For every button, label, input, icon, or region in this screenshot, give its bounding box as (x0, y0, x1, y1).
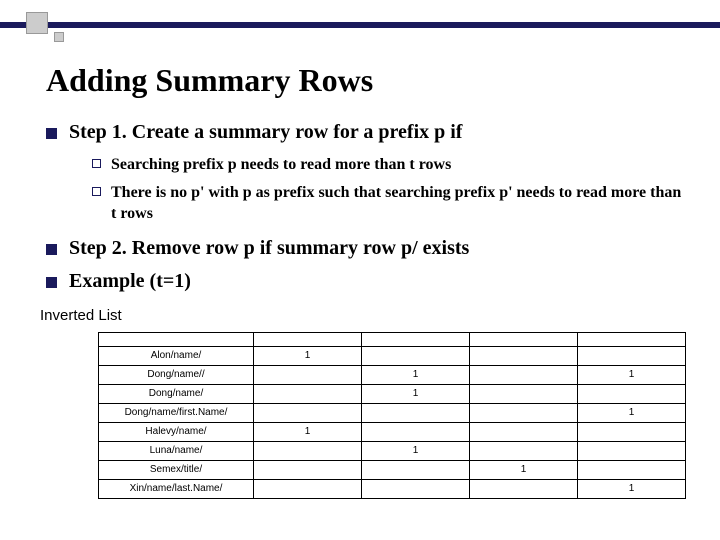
table-cell (254, 403, 362, 422)
decor-square-small (54, 32, 64, 42)
table-header-cell (470, 332, 578, 346)
bullet-text: Example (t=1) (69, 270, 191, 293)
row-label: Alon/name/ (99, 346, 254, 365)
table-cell: 1 (362, 384, 470, 403)
row-label: Xin/name/last.Name/ (99, 479, 254, 498)
table-row: Dong/name// 1 1 (99, 365, 686, 384)
table-cell (470, 365, 578, 384)
table-cell: 1 (254, 422, 362, 441)
table-cell (254, 384, 362, 403)
table-cell: 1 (362, 365, 470, 384)
bullet-marker-hollow (92, 159, 101, 168)
table-cell: 1 (362, 441, 470, 460)
table-cell (470, 422, 578, 441)
row-label: Dong/name// (99, 365, 254, 384)
table-row: Alon/name/1 (99, 346, 686, 365)
table-cell (254, 365, 362, 384)
bullet-marker-filled (46, 277, 57, 288)
slide-title: Adding Summary Rows (46, 62, 686, 99)
table-heading: Inverted List (40, 307, 686, 324)
row-label: Halevy/name/ (99, 422, 254, 441)
table-cell (578, 441, 686, 460)
table-cell (578, 460, 686, 479)
subbullet-1: Searching prefix p needs to read more th… (92, 154, 686, 176)
table-cell: 1 (578, 403, 686, 422)
table-header-row (99, 332, 686, 346)
table-cell (362, 460, 470, 479)
row-label: Dong/name/first.Name/ (99, 403, 254, 422)
top-decoration (0, 0, 720, 40)
decor-square-large (26, 12, 48, 34)
header-bar (0, 22, 720, 28)
inverted-list-table: Alon/name/1Dong/name//11Dong/name/1Dong/… (98, 332, 686, 499)
table-cell: 1 (254, 346, 362, 365)
table-cell: 1 (578, 365, 686, 384)
table-cell (254, 479, 362, 498)
bullet-text: Step 2. Remove row p if summary row p/ e… (69, 237, 469, 260)
table-cell (254, 460, 362, 479)
inverted-list-table-wrap: Alon/name/1Dong/name//11Dong/name/1Dong/… (98, 332, 686, 499)
bullet-step2: Step 2. Remove row p if summary row p/ e… (46, 237, 686, 260)
table-cell (470, 441, 578, 460)
bullet-text: Step 1. Create a summary row for a prefi… (69, 121, 462, 144)
table-cell (362, 403, 470, 422)
subbullet-text: Searching prefix p needs to read more th… (111, 154, 451, 176)
table-cell (470, 479, 578, 498)
table-row: Semex/title/1 (99, 460, 686, 479)
row-label: Luna/name/ (99, 441, 254, 460)
table-header-cell (99, 332, 254, 346)
bullet-step1: Step 1. Create a summary row for a prefi… (46, 121, 686, 144)
table-cell (470, 403, 578, 422)
table-row: Dong/name/1 (99, 384, 686, 403)
subbullet-text: There is no p' with p as prefix such tha… (111, 182, 686, 225)
table-header-cell (578, 332, 686, 346)
table-row: Luna/name/1 (99, 441, 686, 460)
table-cell (362, 479, 470, 498)
table-cell (470, 384, 578, 403)
row-label: Semex/title/ (99, 460, 254, 479)
table-cell: 1 (578, 479, 686, 498)
slide-content: Adding Summary Rows Step 1. Create a sum… (46, 62, 686, 499)
table-row: Xin/name/last.Name/1 (99, 479, 686, 498)
table-cell: 1 (470, 460, 578, 479)
table-cell (362, 422, 470, 441)
table-cell (470, 346, 578, 365)
table-cell (578, 384, 686, 403)
table-header-cell (254, 332, 362, 346)
table-row: Halevy/name/1 (99, 422, 686, 441)
table-cell (362, 346, 470, 365)
table-cell (578, 422, 686, 441)
bullet-example: Example (t=1) (46, 270, 686, 293)
bullet-marker-filled (46, 128, 57, 139)
table-cell (578, 346, 686, 365)
table-cell (254, 441, 362, 460)
subbullet-2: There is no p' with p as prefix such tha… (92, 182, 686, 225)
bullet-marker-filled (46, 244, 57, 255)
table-header-cell (362, 332, 470, 346)
bullet-marker-hollow (92, 187, 101, 196)
table-row: Dong/name/first.Name/1 (99, 403, 686, 422)
row-label: Dong/name/ (99, 384, 254, 403)
